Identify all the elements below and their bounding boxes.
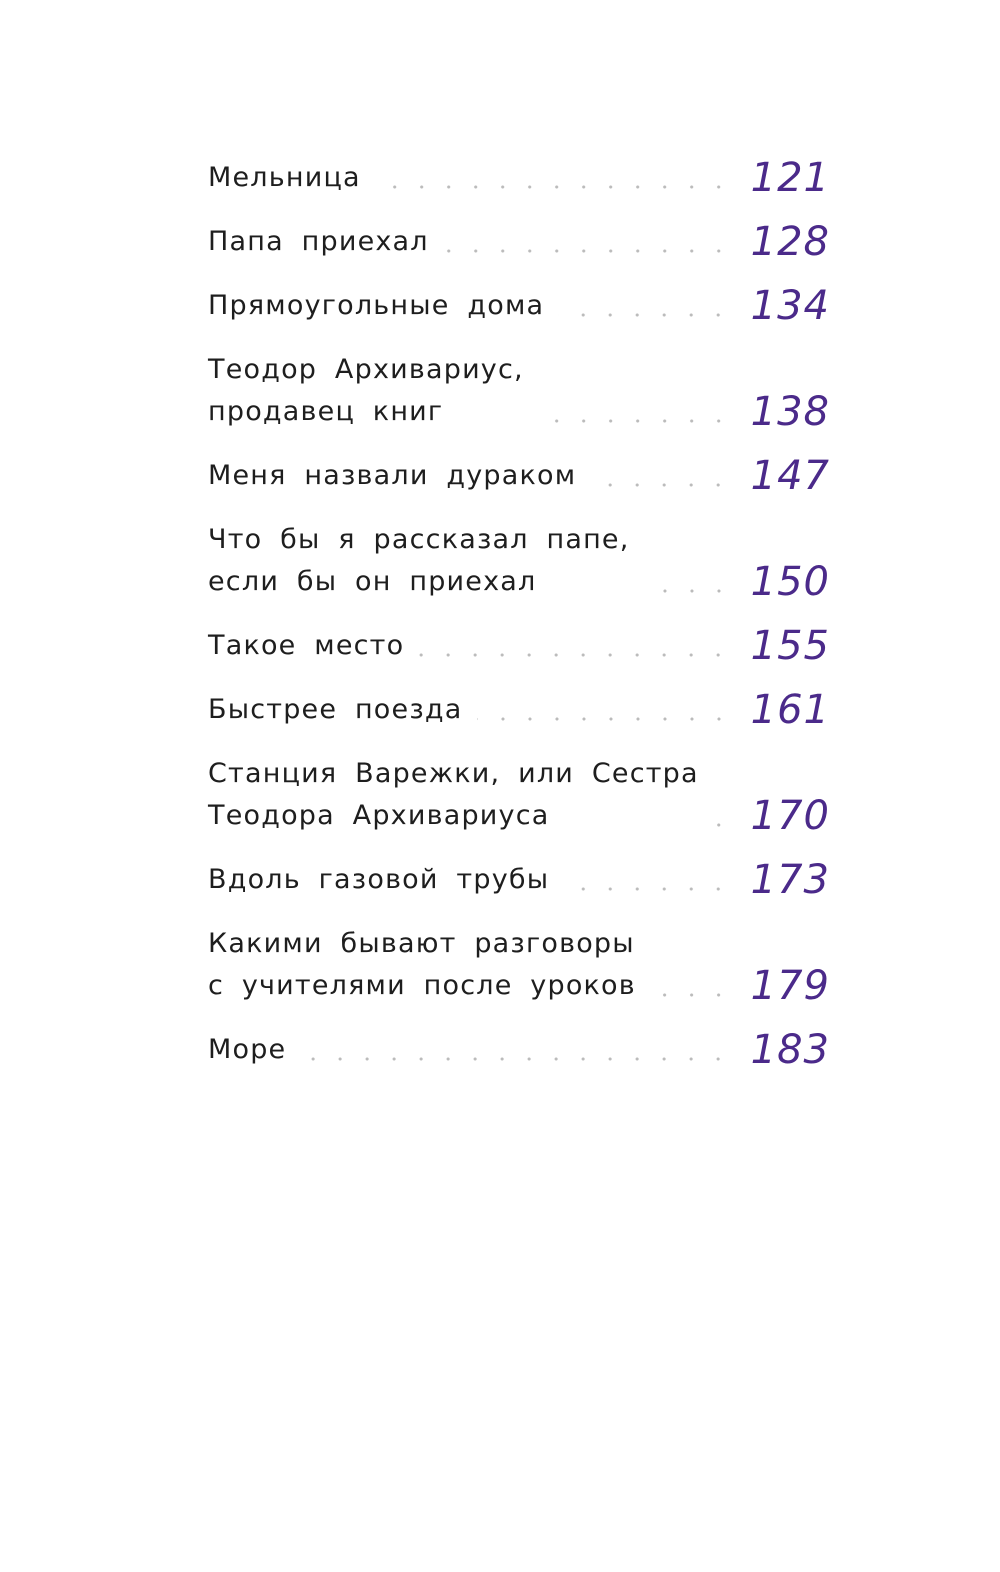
- toc-entry-page-number: 183: [750, 1027, 830, 1073]
- toc-entry: Папа приехал 128: [208, 221, 830, 263]
- toc-entry: Вдоль газовой трубы 173: [208, 859, 830, 901]
- toc-entry-page-number: 134: [750, 283, 830, 329]
- toc-entry: Быстрее поезда 161: [208, 689, 830, 731]
- toc-entry: Море 183: [208, 1029, 830, 1071]
- toc-entry: Какими бывают разговоры с учителями посл…: [208, 923, 830, 1007]
- toc-entry-page-number: 128: [750, 219, 830, 265]
- dot-leader: [374, 157, 733, 199]
- toc-entry-title: Быстрее поезда: [208, 694, 463, 725]
- toc-entry: Такое место 155: [208, 625, 830, 667]
- toc-entry: Мельница 121: [208, 157, 830, 199]
- dot-leader: [300, 1029, 732, 1071]
- dot-leader: [590, 455, 732, 497]
- toc-entry-title: Меня назвали дураком: [208, 460, 577, 491]
- toc-entry-page-number: 155: [750, 623, 830, 669]
- toc-entry-title: Что бы я рассказал папе, если бы он прие…: [208, 524, 630, 597]
- toc-entry-page-number: 138: [750, 389, 830, 435]
- dot-leader: [418, 625, 732, 667]
- toc-entry-title: Такое место: [208, 630, 405, 661]
- toc-entry: Теодор Архивариус, продавец книг 138: [208, 349, 830, 433]
- toc-entry-page-number: 170: [750, 793, 830, 839]
- dot-leader: [537, 391, 733, 433]
- dot-leader: [476, 689, 733, 731]
- dot-leader: [643, 561, 733, 603]
- dot-leader: [649, 965, 733, 1007]
- toc-entry: Меня назвали дураком 147: [208, 455, 830, 497]
- toc-entry-title: Вдоль газовой трубы: [208, 864, 550, 895]
- dot-leader: [712, 795, 733, 837]
- table-of-contents: Мельница 121 Папа приехал 128 Прямоугольные …: [208, 157, 830, 1093]
- toc-entry-title: Теодор Архивариус, продавец книг: [208, 354, 524, 427]
- toc-entry: Прямоугольные дома 134: [208, 285, 830, 327]
- dot-leader: [563, 859, 732, 901]
- toc-entry-page-number: 150: [750, 559, 830, 605]
- dot-leader: [558, 285, 732, 327]
- toc-entry-page-number: 179: [750, 963, 830, 1009]
- toc-entry-page-number: 173: [750, 857, 830, 903]
- dot-leader: [442, 221, 733, 263]
- toc-entry-page-number: 121: [750, 155, 830, 201]
- toc-entry-title: Папа приехал: [208, 226, 429, 257]
- toc-entry-page-number: 147: [750, 453, 830, 499]
- toc-entry: Что бы я рассказал папе, если бы он прие…: [208, 519, 830, 603]
- toc-entry-title: Мельница: [208, 162, 361, 193]
- toc-entry-title: Прямоугольные дома: [208, 290, 545, 321]
- toc-entry-title: Какими бывают разговоры с учителями посл…: [208, 928, 636, 1001]
- toc-entry: Станция Варежки, или Сестра Теодора Архи…: [208, 753, 830, 837]
- toc-entry-title: Станция Варежки, или Сестра Теодора Архи…: [208, 758, 699, 831]
- toc-entry-page-number: 161: [750, 687, 830, 733]
- toc-entry-title: Море: [208, 1034, 287, 1065]
